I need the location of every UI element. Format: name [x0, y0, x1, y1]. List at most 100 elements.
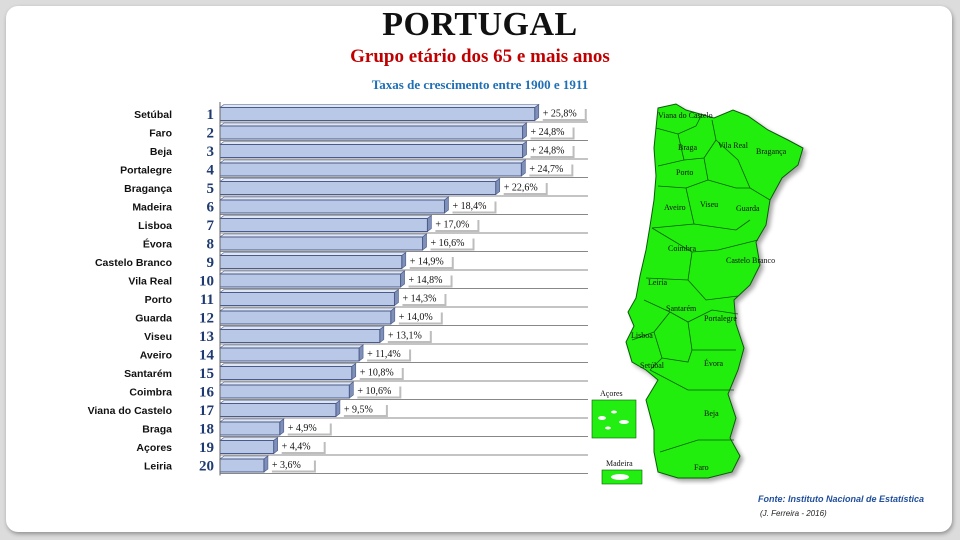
category-label: Viana do Castelo [88, 405, 172, 417]
map-label-braganca: Bragança [756, 147, 787, 156]
category-label: Évora [143, 238, 172, 251]
data-label: + 3,6% [272, 460, 301, 471]
map-label-acores: Açores [600, 389, 623, 398]
map-label-porto: Porto [676, 168, 693, 177]
rank-label: 11 [200, 292, 214, 308]
category-label: Braga [142, 424, 172, 436]
bar-side [279, 418, 285, 436]
map-labels: Viana do Castelo Braga Vila Real Braganç… [631, 111, 787, 472]
data-label-box [407, 255, 452, 267]
bar [219, 440, 275, 454]
category-label: Bragança [124, 183, 172, 195]
rank-label: 4 [207, 163, 215, 179]
category-label: Setúbal [134, 109, 172, 121]
map-label-beja: Beja [704, 409, 719, 418]
bar-side [379, 325, 385, 344]
data-label-box [385, 329, 430, 341]
rank-label: 20 [199, 459, 214, 475]
bar [219, 458, 265, 473]
category-label: Lisboa [138, 220, 172, 232]
map-label-coimbra: Coimbra [668, 244, 696, 253]
rank-label: 10 [199, 274, 214, 290]
chart-subtitle-2: Taxas de crescimento entre 1900 e 1911 [371, 77, 589, 92]
bar [219, 421, 281, 436]
bar-side [390, 307, 396, 325]
data-label-box [540, 107, 585, 119]
map-label-portalegre: Portalegre [704, 314, 737, 323]
rank-label: 2 [207, 126, 215, 142]
rank-label: 15 [199, 366, 214, 382]
bar [219, 347, 360, 362]
data-label: + 17,0% [435, 220, 469, 231]
map-label-braga: Braga [678, 143, 698, 152]
bar [219, 218, 428, 232]
rank-label: 1 [207, 107, 215, 123]
bar-side [401, 251, 407, 270]
rank-label: 16 [199, 385, 215, 401]
category-label: Castelo Branco [95, 257, 172, 269]
acores-inset [591, 399, 637, 439]
data-label: + 14,8% [409, 275, 443, 286]
source-note: Fonte: Instituto Nacional de Estatística [758, 494, 925, 504]
data-label: + 4,9% [288, 423, 317, 434]
bar [219, 236, 424, 251]
data-label-box [357, 366, 402, 378]
portugal-map: Viana do Castelo Braga Vila Real Braganç… [591, 103, 804, 485]
bar [219, 273, 402, 288]
rank-label: 5 [207, 181, 215, 197]
rank-label: 17 [199, 403, 215, 419]
data-label-box [428, 236, 473, 249]
category-label: Açores [136, 442, 172, 454]
data-label-box [400, 292, 445, 304]
bar-side [522, 122, 527, 140]
data-label-box [396, 310, 441, 323]
bar-side [349, 381, 354, 399]
map-label-viseu: Viseu [700, 200, 718, 209]
bar [219, 125, 524, 140]
bar-side [422, 233, 427, 251]
category-label: Portalegre [120, 165, 172, 177]
rank-label: 7 [207, 218, 215, 234]
madeira-island [611, 474, 629, 480]
bar-side [534, 103, 540, 122]
data-label-box [365, 347, 410, 360]
acores-islands [598, 410, 629, 430]
data-label-box [406, 273, 451, 286]
data-label: + 9,5% [344, 405, 373, 416]
data-label: + 10,8% [360, 368, 394, 379]
slide [6, 6, 952, 532]
data-label-box [527, 162, 572, 175]
bar-side [522, 140, 527, 159]
bar-side [400, 270, 405, 288]
rank-label: 13 [199, 329, 214, 345]
rank-label: 12 [199, 311, 214, 327]
map-label-viana: Viana do Castelo [658, 111, 713, 120]
bar-side [427, 214, 432, 233]
data-label: + 13,1% [388, 331, 422, 342]
map-label-guarda: Guarda [736, 204, 760, 213]
category-label: Viseu [144, 331, 172, 343]
rank-label: 3 [207, 144, 215, 160]
bar [219, 181, 497, 195]
map-label-santarem: Santarém [666, 304, 697, 313]
bar [219, 329, 381, 343]
bar [219, 310, 392, 325]
category-label: Faro [149, 128, 172, 140]
map-label-lisboa: Lisboa [631, 331, 653, 340]
data-label-box [501, 181, 546, 193]
rank-label: 9 [207, 255, 215, 271]
bar-side [495, 177, 501, 196]
category-label: Aveiro [140, 350, 172, 362]
data-label: + 14,9% [410, 257, 444, 268]
data-label-box [269, 458, 314, 471]
data-label-box [355, 384, 400, 397]
bar-side [444, 196, 449, 214]
data-label: + 16,6% [431, 238, 465, 249]
map-label-aveiro: Aveiro [664, 203, 686, 212]
data-label-box [450, 199, 495, 212]
bar [219, 162, 522, 177]
bar [219, 403, 337, 417]
rank-label: 18 [199, 422, 214, 438]
data-label: + 24,8% [531, 146, 565, 157]
data-label-box [433, 218, 478, 230]
